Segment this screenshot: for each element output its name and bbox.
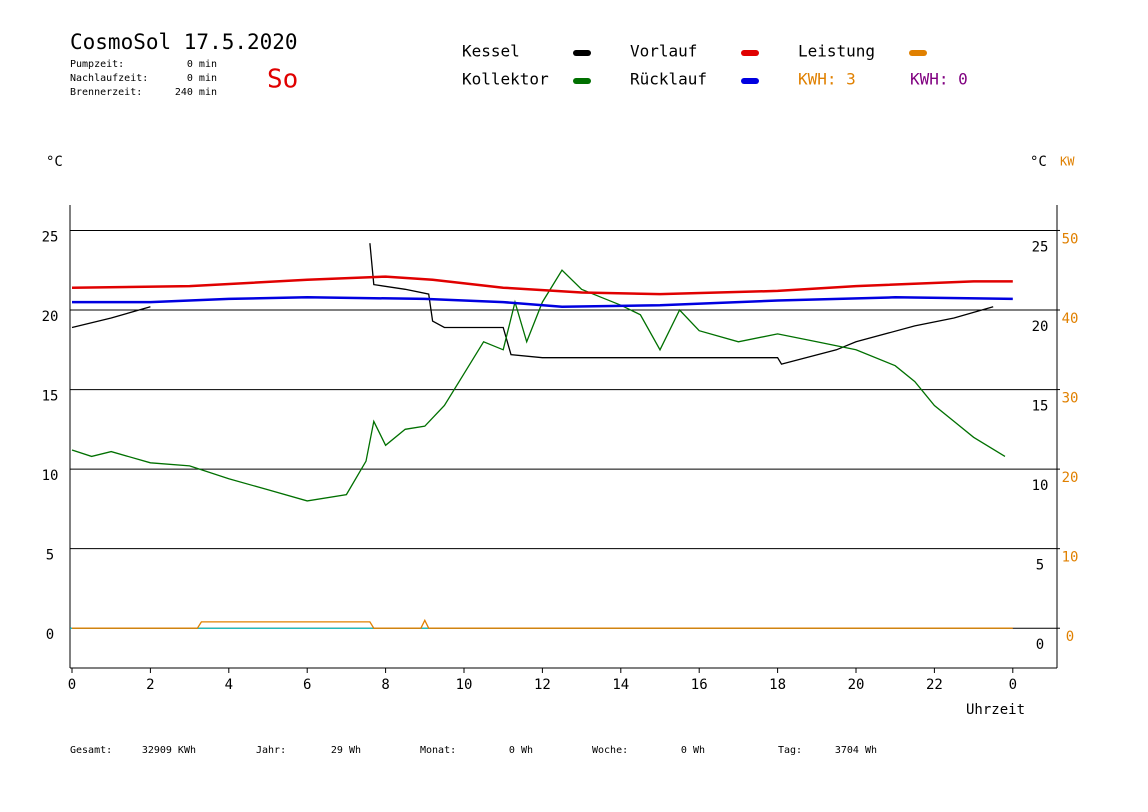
y-tick-label-right: 25	[1032, 239, 1049, 255]
y-tick-label: 0	[46, 627, 54, 643]
legend-label: Rücklauf	[630, 70, 707, 89]
x-tick-label: 0	[1009, 677, 1017, 693]
x-tick-label: 8	[381, 677, 389, 693]
y-tick-label: 20	[42, 309, 59, 325]
x-tick-label: 6	[303, 677, 311, 693]
y-tick-label: 25	[42, 229, 59, 245]
info-label: Nachlaufzeit:	[70, 73, 148, 84]
x-tick-label: 20	[848, 677, 865, 693]
footer-value: 3704 Wh	[835, 745, 877, 756]
series-line	[71, 275, 1013, 296]
title: CosmoSol 17.5.2020	[70, 30, 298, 54]
footer-label: Monat:	[420, 745, 456, 756]
y2-unit-left: °C	[1030, 154, 1047, 170]
x-tick-label: 12	[534, 677, 551, 693]
y2-tick-label: 30	[1062, 391, 1079, 407]
legend-label: Vorlauf	[630, 42, 697, 61]
footer-label: Woche:	[592, 745, 628, 756]
y-unit: °C	[46, 154, 63, 170]
kwh-label: KWH: 0	[910, 70, 968, 89]
info-label: Pumpzeit:	[70, 59, 124, 70]
x-tick-label: 16	[691, 677, 708, 693]
x-tick-label: 10	[456, 677, 473, 693]
y-tick-label: 5	[46, 548, 54, 564]
y-tick-label-right: 5	[1036, 558, 1044, 574]
y2-tick-label: 50	[1062, 231, 1079, 247]
series-line	[72, 296, 1013, 309]
y2-tick-label: 10	[1062, 550, 1079, 566]
info-value: 0 min	[187, 59, 217, 70]
x-tick-label: 4	[225, 677, 233, 693]
footer-label: Gesamt:	[70, 745, 112, 756]
y2-tick-label: 0	[1066, 629, 1074, 645]
y-tick-label-right: 0	[1036, 637, 1044, 653]
y-tick-label-right: 15	[1032, 399, 1049, 415]
info-value: 0 min	[187, 73, 217, 84]
x-tick-label: 22	[926, 677, 943, 693]
y2-unit: KW	[1060, 155, 1075, 169]
legend-label: Kessel	[462, 42, 520, 61]
series-line	[72, 618, 1013, 629]
day: So	[267, 65, 298, 95]
y2-tick-label: 20	[1062, 470, 1079, 486]
kwh-label: KWH: 3	[798, 70, 856, 89]
x-tick-label: 0	[68, 677, 76, 693]
footer-label: Tag:	[778, 745, 802, 756]
x-tick-label: 2	[146, 677, 154, 693]
footer-value: 0 Wh	[681, 745, 705, 756]
y-tick-label-right: 10	[1032, 478, 1049, 494]
info-value: 240 min	[175, 87, 217, 98]
footer-label: Jahr:	[256, 745, 286, 756]
y-tick-label-right: 20	[1032, 319, 1049, 335]
x-tick-label: 18	[769, 677, 786, 693]
footer-value: 29 Wh	[331, 745, 361, 756]
series-line	[71, 269, 1006, 502]
y-tick-label: 15	[42, 389, 59, 405]
y2-tick-label: 40	[1062, 311, 1079, 327]
x-tick-label: 14	[612, 677, 629, 693]
legend-label: Kollektor	[462, 70, 549, 89]
info-label: Brennerzeit:	[70, 87, 142, 98]
legend-label: Leistung	[798, 42, 875, 61]
y-tick-label: 10	[42, 468, 59, 484]
x-label: Uhrzeit	[966, 702, 1025, 718]
series-line	[71, 243, 994, 365]
footer-value: 32909 KWh	[142, 745, 196, 756]
footer-value: 0 Wh	[509, 745, 533, 756]
